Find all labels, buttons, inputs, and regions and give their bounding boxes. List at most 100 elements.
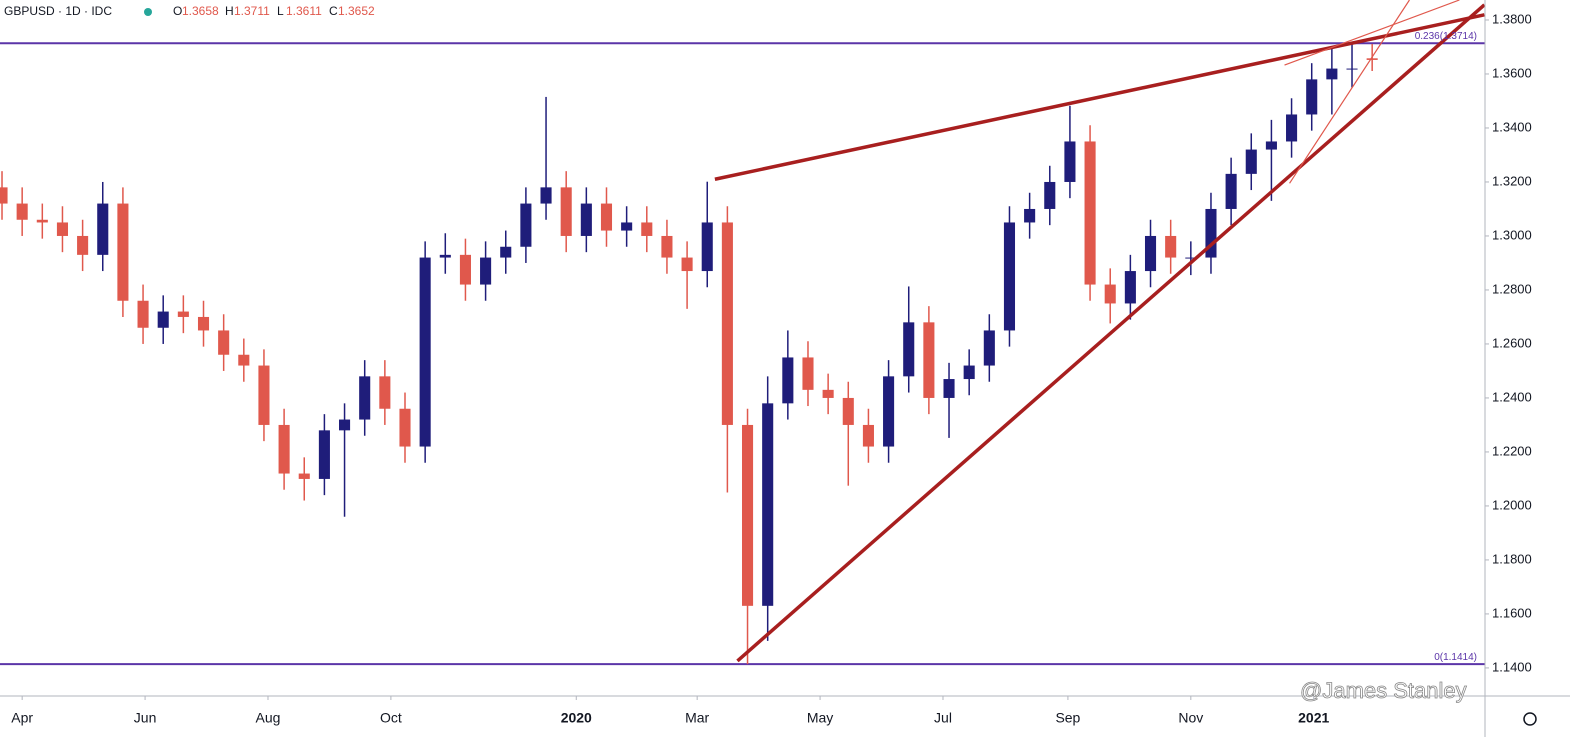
x-tick-label: 2021	[1298, 710, 1329, 726]
candle-body	[1265, 141, 1277, 150]
candle-body	[419, 257, 431, 447]
candle-body	[822, 389, 834, 398]
fib-level-label: 0.236(1.3714)	[1415, 31, 1477, 42]
candle-body	[923, 322, 935, 398]
x-tick-label: Apr	[11, 710, 33, 726]
candle-body	[1326, 68, 1338, 80]
x-tick-label: Jun	[134, 710, 157, 726]
candle-body	[520, 203, 532, 247]
candle-body	[1306, 79, 1318, 115]
y-tick-label: 1.2200	[1492, 443, 1532, 458]
candle-body	[883, 376, 895, 447]
y-tick-label: 1.1400	[1492, 659, 1532, 674]
candle-body	[762, 403, 774, 606]
candle-body	[238, 354, 250, 366]
candle-body	[802, 357, 814, 390]
candle-body	[641, 222, 653, 236]
candle-body	[439, 254, 451, 258]
candle-body	[600, 203, 613, 231]
status-dot	[144, 8, 152, 16]
x-tick-label: Jul	[934, 710, 952, 726]
candle-body	[0, 187, 8, 204]
y-tick-label: 1.3600	[1492, 65, 1532, 80]
candle-body	[16, 203, 28, 220]
candle-body	[701, 222, 713, 272]
ohlc-prefix: L	[277, 4, 284, 18]
y-tick-label: 1.1800	[1492, 551, 1532, 566]
trendline	[736, 3, 1485, 663]
y-tick-label: 1.2400	[1492, 389, 1532, 404]
ohlc-value: 1.3611	[286, 4, 322, 18]
x-tick-label: Sep	[1055, 710, 1080, 726]
x-tick-label: May	[807, 710, 833, 726]
candle-body	[278, 424, 290, 474]
candle-body	[1245, 149, 1257, 174]
candle-body	[1286, 114, 1298, 142]
candle-body	[1124, 271, 1136, 304]
candle-body	[1366, 58, 1378, 60]
candle-body	[943, 379, 955, 398]
candle-body	[661, 235, 673, 258]
ohlc-value: 1.3658	[182, 4, 219, 18]
ohlc-prefix: O	[173, 4, 182, 18]
candle-body	[1104, 284, 1116, 304]
x-tick-label: 2020	[561, 710, 592, 726]
y-tick-label: 1.2600	[1492, 335, 1532, 350]
candle-body	[379, 376, 391, 409]
y-tick-label: 1.2800	[1492, 281, 1532, 296]
candle-body	[842, 397, 854, 425]
candle-body	[36, 219, 48, 223]
candle-body	[560, 187, 572, 236]
candle-body	[77, 235, 89, 255]
candle-body	[903, 322, 915, 377]
candle-body	[500, 246, 512, 258]
candle-body	[1003, 222, 1016, 331]
y-tick-label: 1.3800	[1492, 11, 1532, 26]
x-tick-label: Aug	[256, 710, 281, 726]
candle-body	[197, 316, 210, 331]
candle-body	[339, 419, 351, 431]
plot-area	[0, 0, 1485, 666]
candle-body	[1064, 141, 1076, 182]
ohlc-value: 1.3652	[338, 4, 375, 18]
candle-body	[1346, 68, 1358, 70]
candle-body	[318, 430, 330, 479]
candle-body	[1044, 181, 1056, 209]
candle-body	[97, 203, 109, 255]
candle-body	[721, 222, 733, 425]
candle-body	[459, 254, 471, 285]
candle-body	[1165, 235, 1177, 258]
candle-body	[1225, 173, 1237, 209]
candle-body	[157, 311, 169, 328]
y-tick-label: 1.1600	[1492, 605, 1532, 620]
candle-body	[1144, 235, 1157, 272]
trendline	[1289, 0, 1410, 184]
x-tick-label: Mar	[685, 710, 709, 726]
y-tick-label: 1.3000	[1492, 227, 1532, 242]
candle-body	[862, 424, 874, 447]
ohlc-value: 1.3711	[234, 4, 270, 18]
candle-body	[177, 311, 189, 317]
x-tick-label: Nov	[1178, 710, 1203, 726]
ohlc-prefix: H	[225, 4, 234, 18]
symbol: GBPUSD · 1D · IDC	[4, 4, 112, 18]
candle-body	[137, 300, 149, 328]
candle-body	[1205, 208, 1217, 258]
candle-body	[1024, 208, 1036, 223]
candle-body	[540, 187, 552, 204]
candle-body	[741, 424, 754, 606]
candle-body	[480, 257, 492, 285]
watermark: @James Stanley	[1300, 678, 1467, 703]
y-tick-label: 1.2000	[1492, 497, 1532, 512]
candle-body	[359, 376, 371, 420]
y-tick-label: 1.3200	[1492, 173, 1532, 188]
candle-body	[1185, 257, 1197, 259]
settings-icon[interactable]	[1523, 712, 1537, 726]
candle-body	[681, 257, 693, 272]
candle-body	[782, 357, 794, 404]
fib-level-label: 0(1.1414)	[1434, 652, 1477, 663]
trendline	[1284, 0, 1460, 66]
candle-body	[1084, 141, 1096, 285]
